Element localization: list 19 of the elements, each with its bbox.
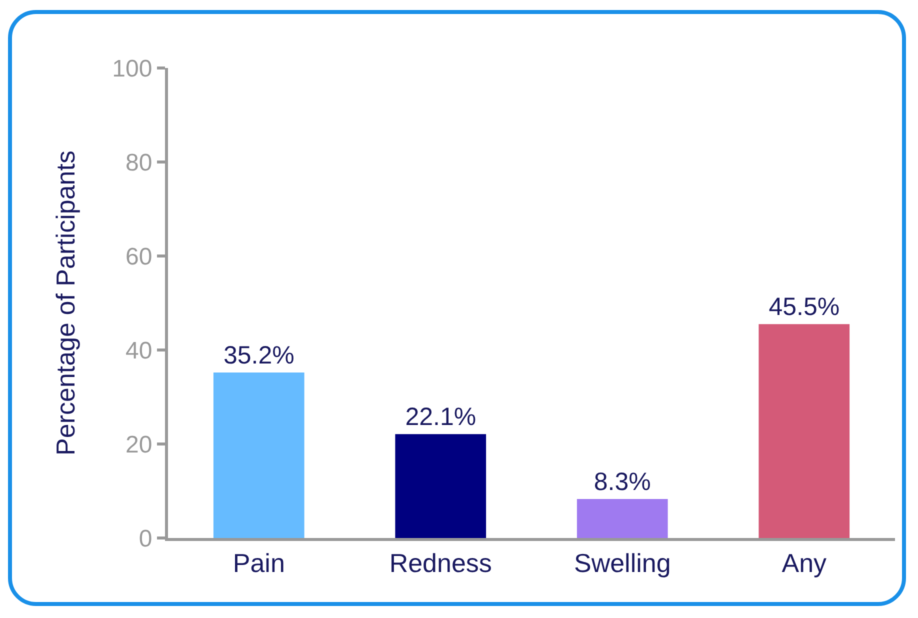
x-tick-label: Swelling bbox=[574, 548, 671, 578]
data-label: 22.1% bbox=[405, 403, 476, 432]
y-tick-label: 0 bbox=[138, 525, 152, 552]
bar bbox=[758, 324, 850, 538]
y-axis-title: Percentage of Participants bbox=[50, 150, 81, 456]
bar bbox=[213, 372, 304, 538]
bar bbox=[395, 434, 486, 538]
data-label: 8.3% bbox=[594, 468, 651, 496]
x-tick-label: Pain bbox=[232, 548, 285, 578]
y-tick-label: 40 bbox=[125, 337, 152, 364]
y-tick-label: 60 bbox=[125, 243, 152, 270]
y-tick-label: 20 bbox=[125, 431, 152, 458]
y-tick-label: 80 bbox=[125, 149, 152, 176]
data-label: 35.2% bbox=[223, 342, 294, 370]
x-tick-label: Any bbox=[782, 548, 827, 578]
x-tick-label: Redness bbox=[389, 548, 492, 578]
y-tick-label: 100 bbox=[112, 55, 152, 82]
bar bbox=[576, 498, 668, 538]
data-label: 45.5% bbox=[768, 293, 840, 322]
